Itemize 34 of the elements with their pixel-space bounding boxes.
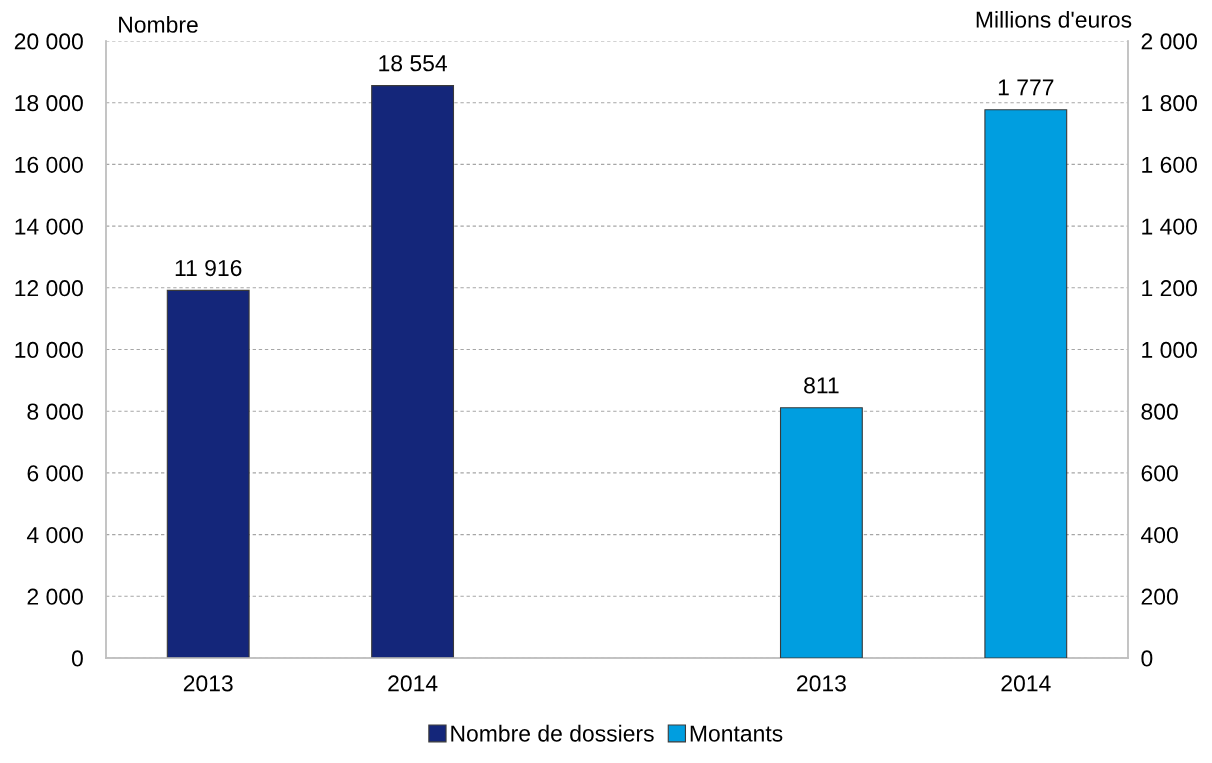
x-tick-label: 2014 xyxy=(1001,675,1051,692)
y-tick-label: 0 xyxy=(71,650,83,667)
y-tick-label: 20 000 xyxy=(14,33,83,50)
y2-tick-label: 400 xyxy=(1141,526,1178,544)
y2-tick-label: 200 xyxy=(1141,588,1178,605)
y2-tick-label: 600 xyxy=(1141,465,1178,482)
data-label: 11 916 xyxy=(175,259,242,277)
y-tick-label: 16 000 xyxy=(15,156,83,173)
legend-label: Montants xyxy=(690,725,783,742)
y2-tick-label: 1 400 xyxy=(1142,218,1197,235)
x-tick-label: 2013 xyxy=(183,675,233,692)
y2-tick-label: 1 000 xyxy=(1142,341,1197,359)
data-label: 1 777 xyxy=(998,79,1054,96)
y-tick-label: 10 000 xyxy=(15,341,83,359)
x-tick-label: 2014 xyxy=(388,675,438,692)
y-tick-label: 8 000 xyxy=(27,403,83,420)
x-tick-label: 2013 xyxy=(797,675,846,692)
y2-axis-title: Millions d'euros xyxy=(976,11,1132,28)
data-label: 18 554 xyxy=(379,55,447,72)
y-tick-label: 4 000 xyxy=(26,526,83,544)
y2-tick-label: 1 600 xyxy=(1142,156,1197,173)
y2-tick-label: 1 200 xyxy=(1142,280,1197,297)
y-tick-label: 14 000 xyxy=(15,218,83,235)
legend-label: Nombre de dossiers xyxy=(451,724,654,742)
y2-tick-label: 800 xyxy=(1141,403,1178,420)
y-tick-label: 2 000 xyxy=(27,588,83,605)
y2-tick-label: 0 xyxy=(1141,650,1153,667)
y2-tick-label: 1 800 xyxy=(1142,95,1197,112)
y-tick-label: 6 000 xyxy=(27,465,83,482)
y-tick-label: 18 000 xyxy=(15,95,83,112)
y-axis-title: Nombre xyxy=(119,15,198,33)
y2-tick-label: 2 000 xyxy=(1141,33,1197,50)
y-tick-label: 12 000 xyxy=(15,280,83,297)
data-label: 811 xyxy=(804,377,839,394)
